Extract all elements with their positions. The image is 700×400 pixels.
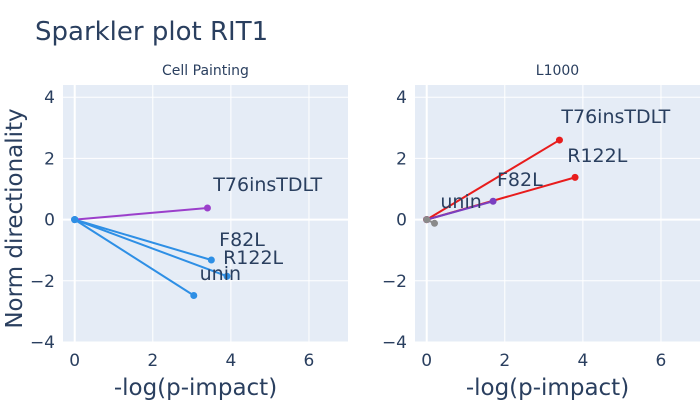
x-tick-label: 0 — [421, 351, 432, 371]
y-tick-label: 4 — [44, 88, 55, 108]
data-point — [489, 197, 497, 205]
y-tick-label: 4 — [396, 88, 407, 108]
series-label: R122L — [567, 145, 627, 167]
data-point — [190, 291, 198, 299]
plot-area — [415, 85, 700, 342]
series-line — [426, 200, 494, 221]
x-axis-label: -log(p-impact) — [466, 375, 629, 400]
x-tick-label: 4 — [577, 351, 588, 371]
x-tick-label: 6 — [304, 351, 315, 371]
y-tick-label: 2 — [396, 149, 407, 169]
y-tick-label: 2 — [44, 149, 55, 169]
series-label: F82L — [219, 229, 265, 251]
x-tick-label: 0 — [69, 351, 80, 371]
series-label: R122L — [223, 247, 283, 269]
subplot-title: L1000 — [536, 63, 579, 79]
y-tick-label: 0 — [44, 211, 55, 231]
data-point — [431, 219, 439, 227]
data-point — [223, 272, 231, 280]
series-label: T76insTDLT — [212, 174, 322, 196]
y-tick-label: −4 — [382, 333, 407, 353]
data-point — [203, 204, 211, 212]
series-line — [74, 218, 212, 261]
series-line — [74, 218, 195, 297]
x-axis-label: -log(p-impact) — [114, 375, 277, 400]
y-tick-label: −2 — [382, 272, 407, 292]
data-point — [207, 256, 215, 264]
series-line — [74, 206, 208, 221]
data-point — [71, 216, 79, 224]
series-label: unin — [440, 191, 481, 213]
data-point — [555, 136, 563, 144]
data-point — [423, 216, 431, 224]
plot-area — [63, 85, 348, 342]
x-tick-label: 4 — [225, 351, 236, 371]
y-tick-label: −2 — [30, 272, 55, 292]
series-line — [426, 139, 560, 221]
series-label: T76insTDLT — [560, 106, 670, 128]
x-tick-label: 2 — [499, 351, 510, 371]
figure-title: Sparkler plot RIT1 — [35, 17, 268, 47]
series-label: unin — [200, 263, 241, 285]
data-point — [571, 173, 579, 181]
series-label: F82L — [497, 169, 543, 191]
subplot-title: Cell Painting — [162, 63, 249, 79]
x-tick-label: 6 — [656, 351, 667, 371]
series-line — [74, 218, 228, 278]
x-tick-label: 2 — [147, 351, 158, 371]
y-tick-label: −4 — [30, 333, 55, 353]
y-axis-label: Norm directionality — [2, 108, 28, 328]
panel-cell-painting: 0 2 4 6 −4 −2 0 2 4 Cell Painting -log(p-impact) No… — [2, 63, 348, 400]
panel-l1000: 0 2 4 6 −4 −2 0 2 4 L1000 -log(p-impact) T76insTDLT… — [382, 63, 700, 400]
y-tick-label: 0 — [396, 211, 407, 231]
